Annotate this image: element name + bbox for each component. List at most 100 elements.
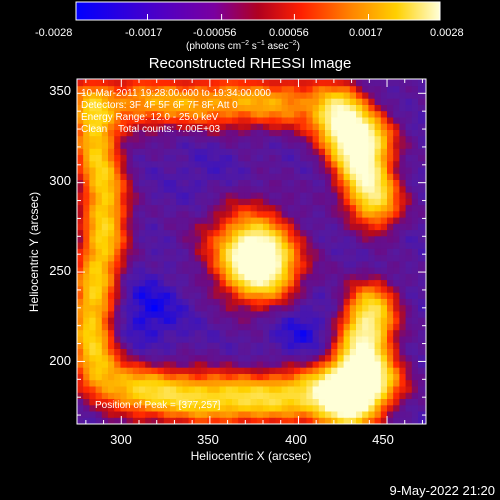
heatmap-cell	[250, 104, 258, 112]
heatmap-cell	[331, 79, 338, 87]
heatmap-cell	[269, 285, 276, 293]
heatmap-cell	[269, 304, 276, 312]
heatmap-cell	[399, 342, 407, 349]
heatmap-cell	[337, 367, 345, 374]
heatmap-cell	[331, 179, 338, 187]
heatmap-cell	[393, 191, 400, 199]
heatmap-cell	[207, 379, 214, 387]
heatmap-cell	[411, 273, 419, 281]
heatmap-cell	[362, 135, 369, 143]
heatmap-cell	[294, 79, 301, 87]
heatmap-cell	[380, 417, 388, 424]
heatmap-cell	[380, 166, 388, 174]
heatmap-cell	[337, 417, 345, 424]
heatmap-cell	[362, 354, 369, 362]
heatmap-cell	[132, 191, 140, 199]
heatmap-cell	[108, 323, 115, 331]
heatmap-cell	[201, 204, 208, 212]
heatmap-cell	[362, 116, 369, 124]
heatmap-cell	[263, 360, 270, 368]
heatmap-cell	[188, 85, 196, 93]
heatmap-cell	[300, 85, 307, 93]
heatmap-cell	[263, 404, 270, 412]
y-tick-label: 300	[49, 173, 71, 188]
heatmap-cell	[157, 160, 165, 168]
heatmap-cell	[356, 166, 363, 174]
heatmap-cell	[411, 98, 419, 105]
heatmap-cell	[374, 254, 382, 262]
heatmap-cell	[151, 385, 159, 393]
heatmap-cell	[139, 141, 146, 149]
heatmap-cell	[263, 198, 270, 206]
heatmap-cell	[145, 216, 152, 224]
heatmap-cell	[374, 410, 382, 418]
heatmap-cell	[95, 154, 103, 162]
heatmap-cell	[83, 185, 90, 193]
heatmap-cell	[368, 317, 376, 324]
heatmap-cell	[194, 235, 202, 243]
heatmap-cell	[362, 292, 369, 299]
heatmap-cell	[275, 385, 283, 393]
heatmap-cell	[281, 298, 289, 306]
heatmap-cell	[318, 310, 326, 318]
heatmap-cell	[287, 260, 295, 268]
heatmap-cell	[170, 404, 177, 412]
heatmap-cell	[294, 354, 301, 362]
heatmap-cell	[362, 154, 369, 162]
heatmap-cell	[201, 248, 208, 256]
heatmap-cell	[145, 98, 152, 105]
heatmap-cell	[287, 242, 295, 249]
heatmap-cell	[95, 235, 103, 243]
heatmap-cell	[300, 392, 307, 399]
heatmap-cell	[151, 317, 159, 324]
heatmap-cell	[132, 323, 140, 331]
heatmap-cell	[263, 392, 270, 399]
heatmap-cell	[232, 235, 239, 243]
heatmap-cell	[300, 410, 307, 418]
heatmap-cell	[213, 85, 221, 93]
heatmap-cell	[126, 367, 134, 374]
heatmap-cell	[163, 367, 171, 374]
heatmap-cell	[151, 210, 159, 218]
heatmap-cell	[182, 410, 190, 418]
heatmap-cell	[232, 173, 239, 180]
heatmap-cell	[170, 260, 177, 268]
heatmap-cell	[207, 342, 214, 349]
heatmap-cell	[418, 279, 425, 287]
heatmap-cell	[126, 98, 134, 105]
heatmap-cell	[263, 398, 270, 406]
heatmap-cell	[114, 191, 121, 199]
heatmap-cell	[145, 292, 152, 299]
heatmap-cell	[256, 360, 264, 368]
heatmap-cell	[368, 254, 376, 262]
heatmap-cell	[77, 292, 84, 299]
heatmap-cell	[207, 148, 214, 155]
heatmap-cell	[120, 373, 128, 381]
heatmap-cell	[232, 317, 239, 324]
heatmap-cell	[89, 317, 97, 324]
heatmap-cell	[368, 342, 376, 349]
heatmap-cell	[374, 267, 382, 274]
heatmap-cell	[120, 410, 128, 418]
heatmap-cell	[269, 104, 276, 112]
heatmap-cell	[108, 104, 115, 112]
heatmap-cell	[120, 254, 128, 262]
heatmap-cell	[77, 198, 84, 206]
heatmap-cell	[374, 398, 382, 406]
heatmap-cell	[120, 198, 128, 206]
heatmap-cell	[306, 229, 314, 237]
heatmap-cell	[219, 198, 227, 206]
heatmap-cell	[263, 267, 270, 274]
heatmap-cell	[207, 223, 214, 231]
heatmap-cell	[101, 310, 109, 318]
heatmap-cell	[411, 148, 419, 155]
heatmap-cell	[318, 417, 326, 424]
heatmap-cell	[343, 242, 351, 249]
heatmap-cell	[275, 273, 283, 281]
heatmap-cell	[120, 160, 128, 168]
heatmap-cell	[194, 410, 202, 418]
heatmap-cell	[256, 354, 264, 362]
heatmap-cell	[306, 166, 314, 174]
heatmap-cell	[287, 329, 295, 337]
heatmap-cell	[207, 335, 214, 343]
